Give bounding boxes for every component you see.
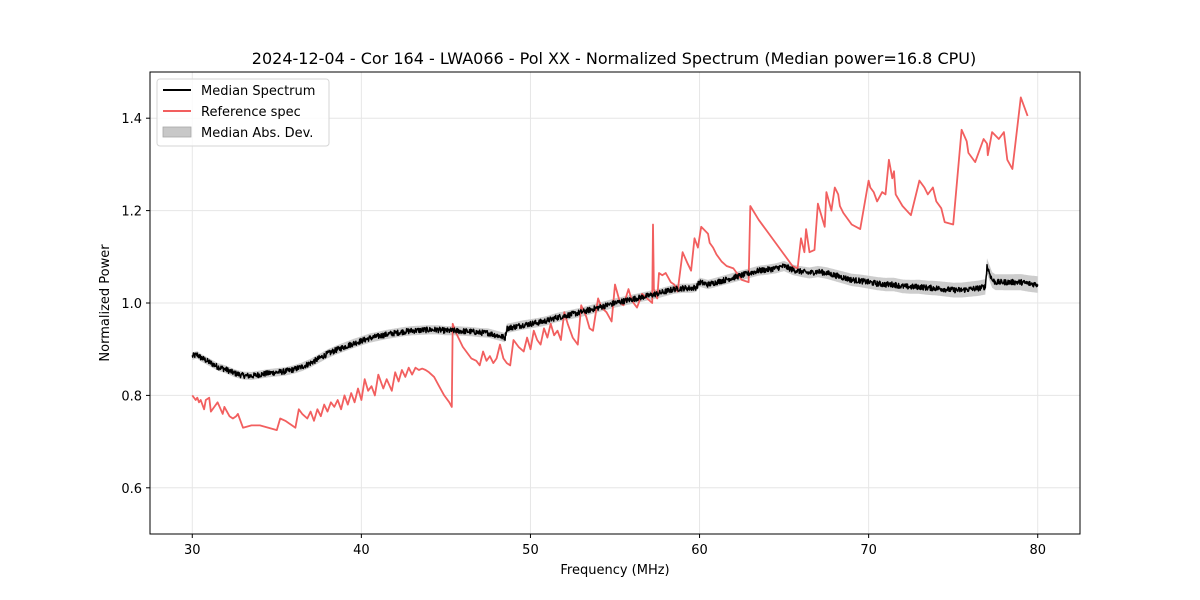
series-layer — [191, 96, 1039, 431]
x-tick-label: 80 — [1029, 543, 1046, 558]
y-tick-label: 1.4 — [121, 112, 142, 127]
legend-item-median-abs-dev: Median Abs. Dev. — [162, 126, 313, 141]
y-tick-label: 1.0 — [121, 297, 142, 312]
y-tick-label: 0.8 — [121, 389, 142, 404]
legend-box — [156, 78, 330, 147]
chart-title: 2024-12-04 - Cor 164 - LWA066 - Pol XX -… — [252, 49, 976, 68]
y-tick-label: 1.2 — [121, 205, 142, 220]
legend-label-median-spectrum: Median Spectrum — [201, 84, 315, 99]
x-tick-label: 50 — [522, 543, 539, 558]
x-tick-label: 30 — [184, 543, 201, 558]
x-tick-label: 60 — [691, 543, 708, 558]
legend-item-median-spectrum: Median Spectrum — [163, 84, 315, 99]
legend-swatch-median-abs-dev — [162, 126, 192, 138]
grid-lines — [150, 72, 1080, 534]
legend: Median Spectrum Reference spec Median Ab… — [156, 78, 330, 147]
y-axis-ticks: 0.6 0.8 1.0 1.2 1.4 — [121, 112, 150, 497]
x-tick-label: 40 — [353, 543, 370, 558]
x-tick-label: 70 — [860, 543, 877, 558]
legend-label-median-abs-dev: Median Abs. Dev. — [201, 126, 313, 141]
legend-label-reference-spec: Reference spec — [201, 105, 301, 120]
y-tick-label: 0.6 — [121, 482, 142, 497]
median-spectrum-line — [191, 263, 1039, 380]
x-axis-ticks: 30 40 50 60 70 80 — [184, 534, 1046, 558]
plot-area: 30 40 50 60 70 80 0.6 0.8 1.0 1.2 1.4 — [121, 71, 1081, 558]
legend-item-reference-spec: Reference spec — [163, 105, 301, 120]
reference-spec-line — [191, 96, 1029, 431]
y-axis-label: Normalized Power — [98, 244, 113, 362]
x-axis-label: Frequency (MHz) — [560, 563, 669, 578]
